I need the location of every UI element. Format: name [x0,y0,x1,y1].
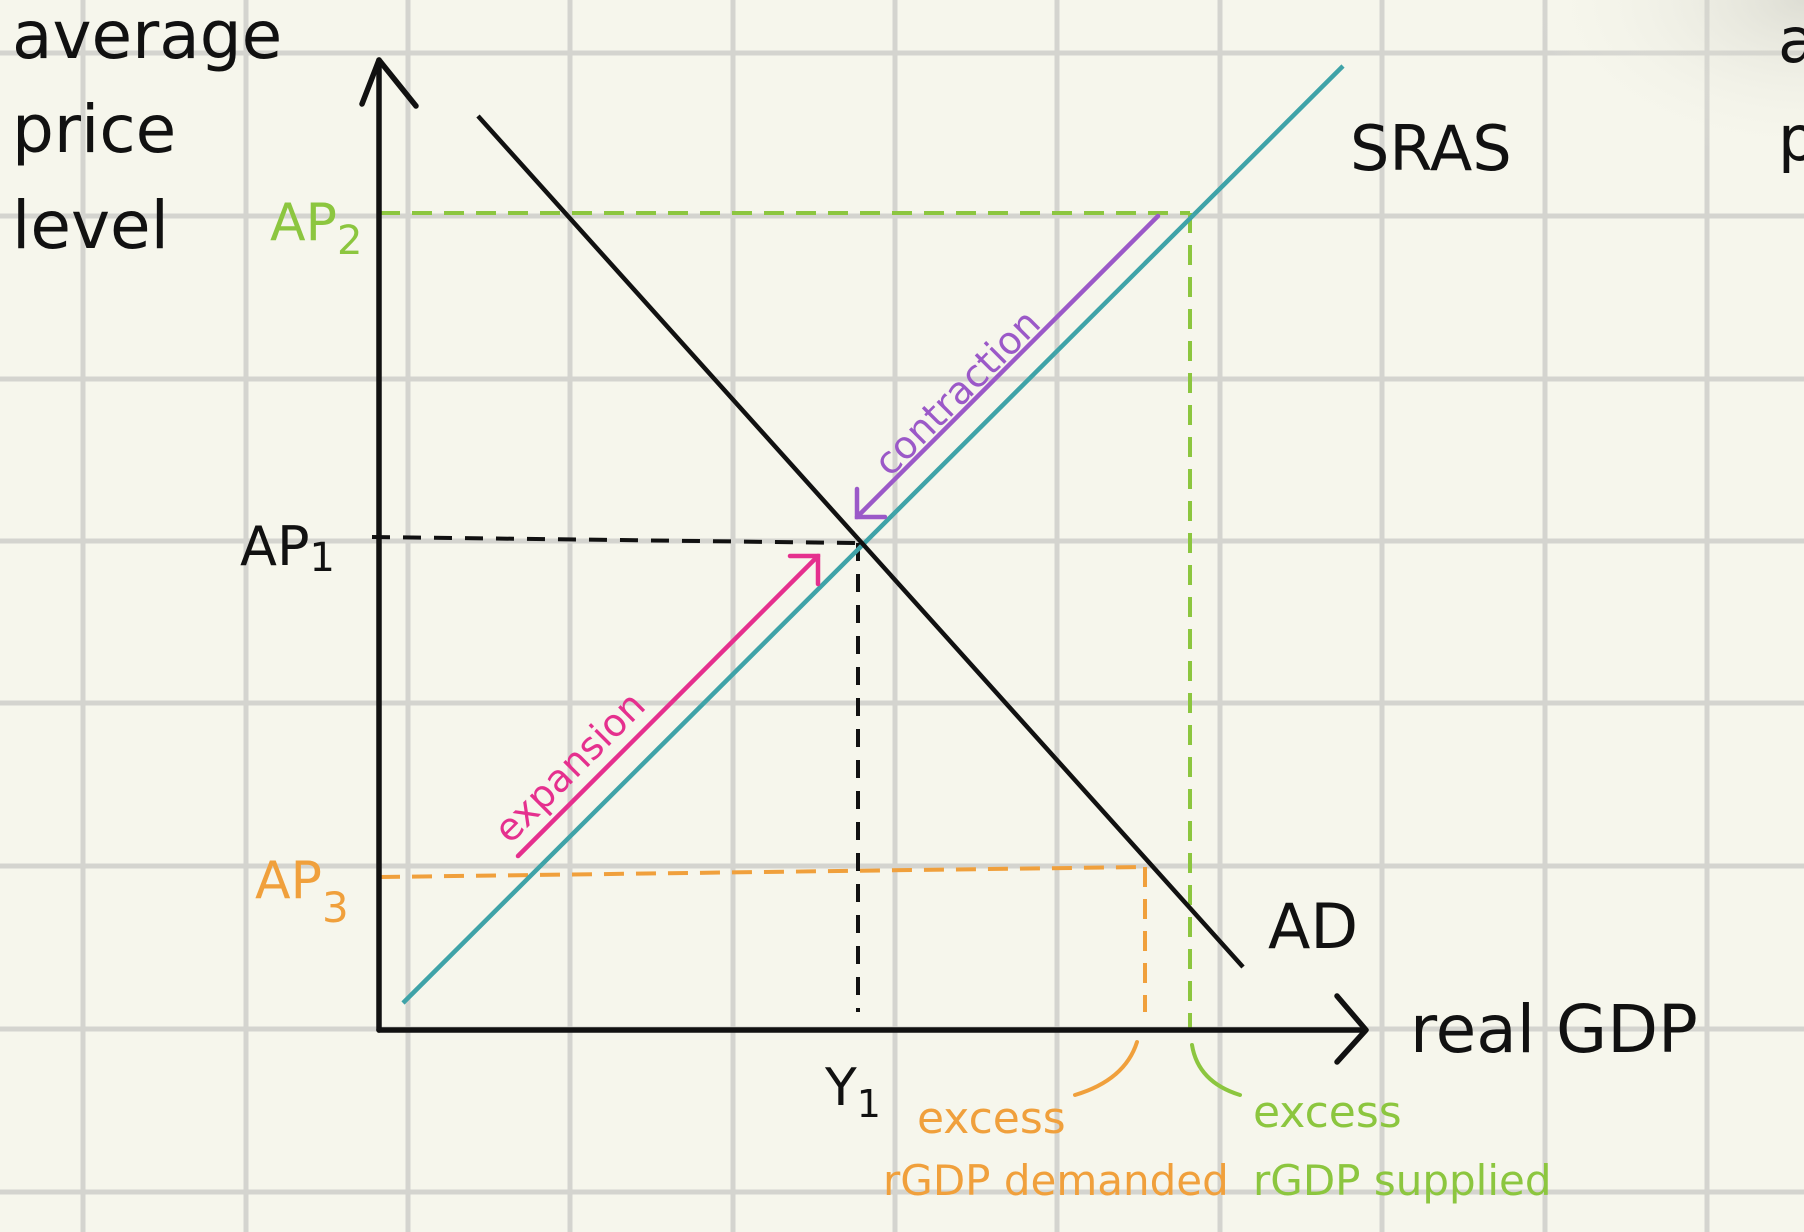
x-axis-label: real GDP [1410,991,1698,1068]
excess-supplied-pointer [1190,1043,1242,1097]
sras-curve [401,64,1345,1005]
ap3-label-subscript: 3 [322,883,349,932]
ap1-label: AP1 [240,515,335,581]
ap3-label-main: AP [255,851,322,911]
sras-label: SRAS [1350,112,1512,185]
excess-supplied-line1: excess [1253,1087,1402,1138]
ap1-label-main: AP [240,515,310,578]
edge-fragment-top: a [1778,4,1804,77]
excess-supplied-line2: rGDP supplied [1253,1156,1552,1205]
contraction-arrow [854,213,1161,520]
ap1-label-subscript: 1 [310,535,335,581]
expansion-arrow [515,553,821,859]
ad-curve [476,114,1245,969]
paper-shadow [1500,0,1804,180]
edge-fragment-mid: p [1778,102,1804,175]
excess-demanded-line2: rGDP demanded [883,1156,1229,1205]
y-axis-label-line3: level [12,187,169,264]
y-axis-label-line1: average [12,0,282,74]
y1-label: Y1 [824,1058,881,1126]
ap2-label-subscript: 2 [337,218,362,264]
y-axis-label-line2: price [12,91,176,168]
ap2-label: AP2 [270,193,362,264]
excess-demanded-line1: excess [917,1093,1066,1144]
excess-demanded-pointer [1073,1040,1139,1097]
y-axis [359,57,419,1033]
ap3-label: AP3 [255,851,349,932]
y1-label-main: Y [824,1058,857,1118]
x-axis [376,993,1369,1065]
ad-label: AD [1268,890,1358,963]
y1-label-subscript: 1 [857,1082,881,1126]
ap1-horizontal-guide [371,535,859,545]
ap2-label-main: AP [270,193,337,253]
